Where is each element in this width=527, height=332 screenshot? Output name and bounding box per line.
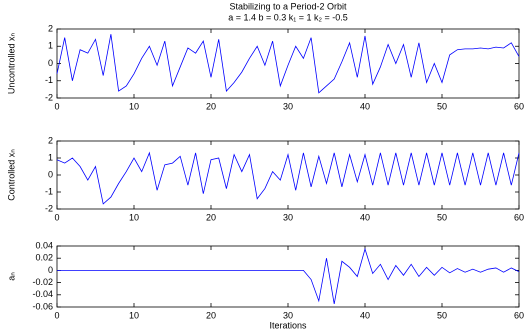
y-tick-label: -1: [45, 186, 53, 196]
y-tick-label: -0.04: [32, 289, 53, 299]
x-tick-label: 0: [54, 212, 59, 222]
chart-subtitle: a = 1.4 b = 0.3 k₁ = 1 k₂ = -0.5: [228, 12, 348, 22]
x-tick-label: 50: [437, 101, 447, 111]
y-tick-label: 0: [48, 169, 53, 179]
x-tick-label: 50: [437, 310, 447, 320]
y-tick-label: 0.02: [35, 253, 53, 263]
axes-box: [56, 245, 520, 308]
y-axis-label: Controlled xₙ: [6, 149, 16, 201]
y-tick-label: 0: [48, 58, 53, 68]
x-tick-label: 50: [437, 212, 447, 222]
y-tick-label: 1: [48, 152, 53, 162]
x-tick-label: 0: [54, 310, 59, 320]
y-tick-label: -0.06: [32, 301, 53, 311]
axes-box: [56, 140, 520, 210]
y-tick-label: -1: [45, 75, 53, 85]
x-tick-label: 60: [514, 212, 524, 222]
y-tick-label: 0.04: [35, 240, 53, 250]
x-tick-label: 30: [283, 101, 293, 111]
x-tick-label: 60: [514, 310, 524, 320]
data-line: [56, 34, 520, 94]
y-tick-label: 2: [48, 23, 53, 33]
x-tick-label: 20: [206, 101, 216, 111]
data-line: [57, 247, 520, 305]
y-axis-label: aₙ: [6, 272, 16, 281]
y-tick-label: -2: [45, 203, 53, 213]
x-tick-label: 40: [360, 212, 370, 222]
x-tick-label: 10: [129, 310, 139, 320]
y-tick-label: -0.02: [32, 277, 53, 287]
x-tick-label: 10: [129, 212, 139, 222]
x-tick-label: 20: [206, 212, 216, 222]
x-tick-label: 60: [514, 101, 524, 111]
x-tick-label: 10: [129, 101, 139, 111]
x-tick-label: 40: [360, 101, 370, 111]
x-tick-label: 30: [283, 212, 293, 222]
x-tick-label: 40: [360, 310, 370, 320]
x-tick-label: 30: [283, 310, 293, 320]
y-tick-label: 1: [48, 41, 53, 51]
chart-title: Stabilizing to a Period-2 Orbit: [229, 1, 347, 11]
y-tick-label: -2: [45, 92, 53, 102]
x-axis-label: Iterations: [269, 320, 307, 330]
axes-box: [56, 28, 520, 99]
y-axis-label: Uncontrolled xₙ: [6, 33, 16, 95]
x-tick-label: 20: [206, 310, 216, 320]
x-tick-label: 0: [54, 101, 59, 111]
y-tick-label: 2: [48, 135, 53, 145]
data-line: [56, 151, 520, 205]
y-tick-label: 0: [48, 265, 53, 275]
